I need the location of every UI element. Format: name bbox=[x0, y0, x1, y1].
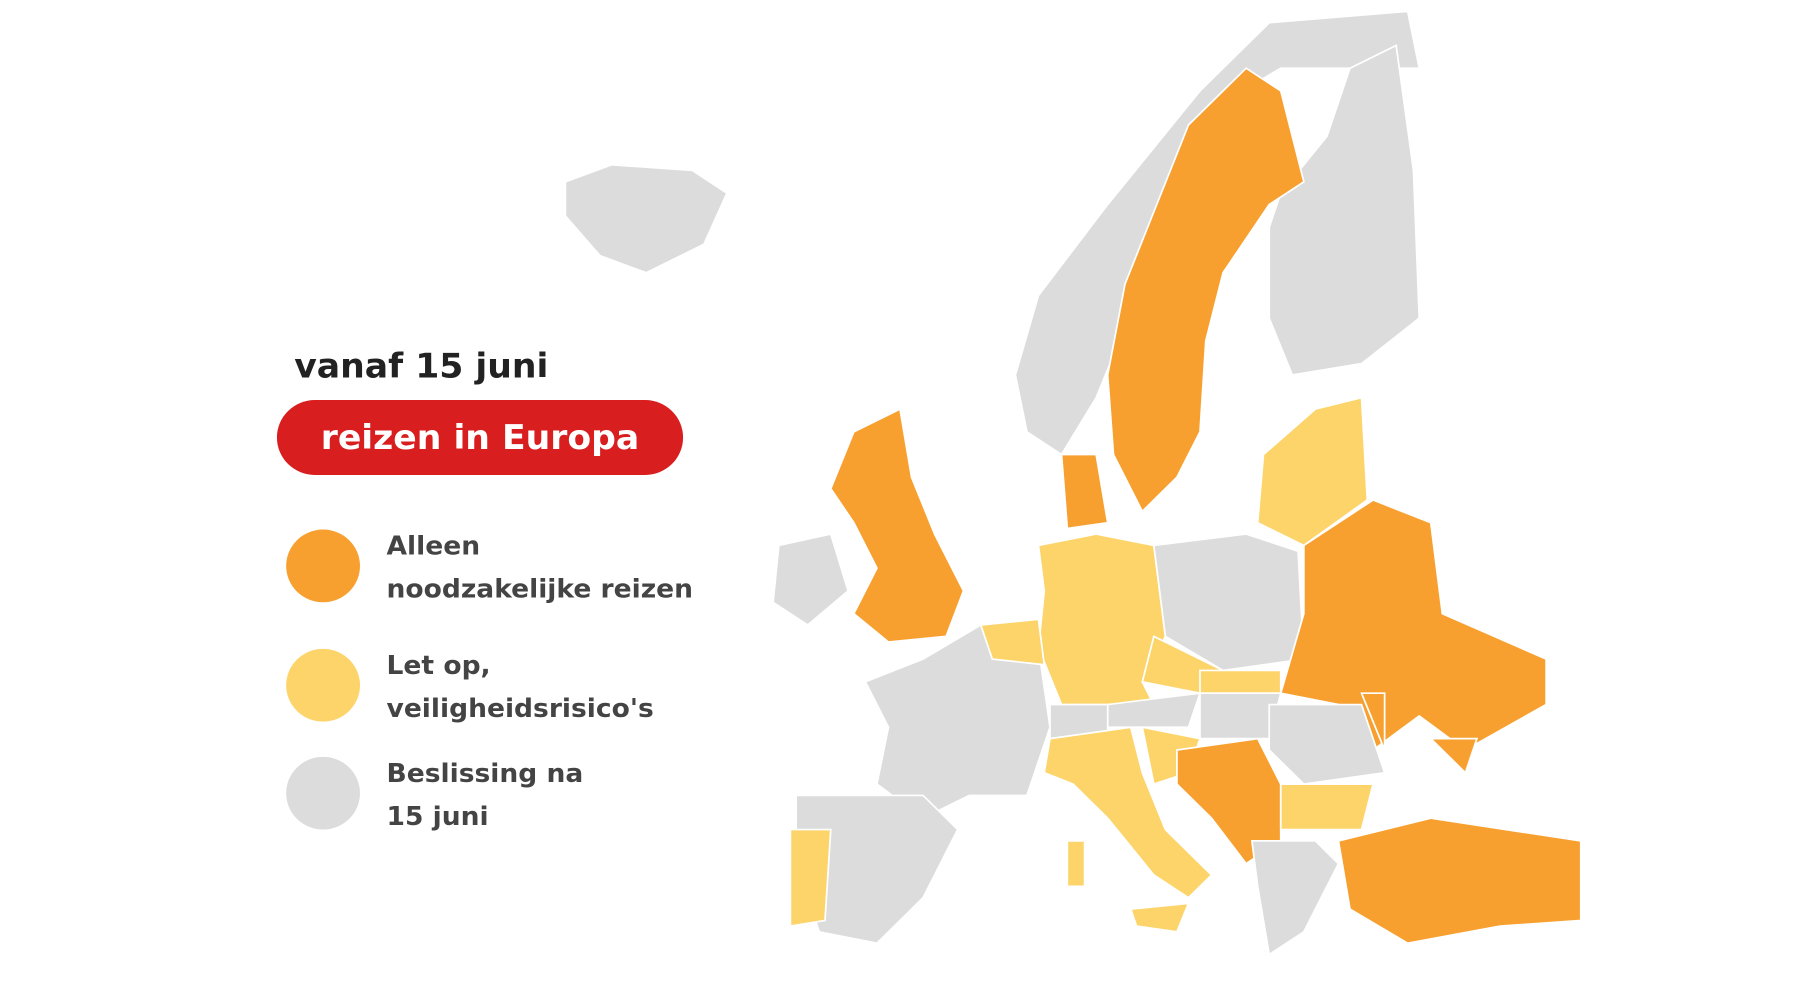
badge: reizen in Europa bbox=[321, 418, 639, 458]
legend-label: Let op, bbox=[387, 651, 491, 681]
country-region bbox=[1037, 533, 1167, 706]
country-region bbox=[1250, 840, 1340, 956]
country-region bbox=[564, 163, 729, 274]
country-region bbox=[772, 533, 850, 627]
legend: Alleen noodzakelijke reizen Let op, veiligh… bbox=[286, 529, 694, 832]
country-region bbox=[1268, 44, 1421, 376]
country-region bbox=[1129, 902, 1190, 933]
country-region bbox=[1043, 726, 1213, 899]
country-region bbox=[979, 618, 1046, 666]
country-region bbox=[1199, 669, 1282, 695]
country-region bbox=[1360, 692, 1386, 751]
country-region bbox=[789, 828, 832, 928]
country-region bbox=[1428, 737, 1479, 775]
legend-label: veiligheidsrisico's bbox=[387, 694, 654, 724]
country-region bbox=[1060, 453, 1109, 530]
legend-swatch bbox=[286, 756, 360, 830]
legend-label: Beslissing na bbox=[387, 759, 584, 789]
country-region bbox=[1337, 817, 1582, 945]
europe-map bbox=[564, 10, 1582, 956]
badge-background bbox=[276, 400, 684, 475]
country-region bbox=[1106, 67, 1305, 513]
country-region bbox=[1256, 396, 1369, 547]
title: vanaf 15 juni bbox=[294, 347, 548, 387]
legend-label: noodzakelijke reizen bbox=[387, 575, 694, 605]
country-region bbox=[864, 624, 1051, 820]
legend-swatch bbox=[286, 648, 360, 722]
legend-swatch bbox=[286, 529, 360, 603]
country-region bbox=[1268, 703, 1386, 785]
country-region bbox=[1279, 783, 1375, 831]
legend-label: 15 juni bbox=[387, 802, 489, 832]
legend-label: Alleen bbox=[387, 532, 481, 562]
country-region bbox=[1066, 840, 1086, 888]
country-region bbox=[829, 407, 965, 643]
